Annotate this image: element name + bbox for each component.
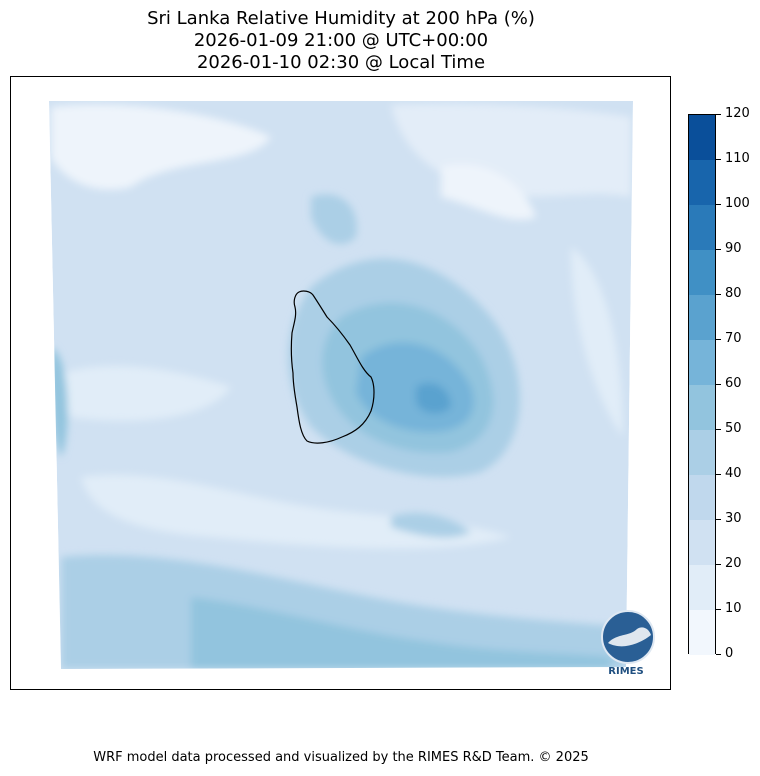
rimes-logo: RIMES	[601, 610, 655, 677]
colorbar-tick	[716, 653, 721, 655]
colorbar-tick	[716, 158, 721, 160]
colorbar-tick-label: 10	[725, 601, 742, 616]
colorbar-tick-label: 70	[725, 331, 742, 346]
colorbar-tick	[716, 518, 721, 520]
humidity-field	[49, 101, 633, 669]
colorbar-segment	[689, 295, 715, 340]
colorbar-tick-label: 90	[725, 241, 742, 256]
colorbar-tick	[716, 203, 721, 205]
colorbar-tick-label: 0	[725, 646, 734, 661]
colorbar-segment	[689, 385, 715, 430]
colorbar-tick-label: 120	[725, 106, 750, 121]
colorbar-tick-label: 30	[725, 511, 742, 526]
colorbar-tick-label: 20	[725, 556, 742, 571]
colorbar-tick	[716, 338, 721, 340]
colorbar-tick	[716, 563, 721, 565]
colorbar-segment	[689, 475, 715, 520]
colorbar-segment	[689, 610, 715, 655]
sri-lanka-outline	[290, 290, 375, 444]
colorbar-segment	[689, 205, 715, 250]
map-title-line-2: 2026-01-09 21:00 @ UTC+00:00	[193, 30, 489, 51]
colorbar-tick	[716, 113, 721, 115]
colorbar-tick	[716, 473, 721, 475]
colorbar-tick-label: 110	[725, 151, 750, 166]
map-frame: RIMES	[10, 76, 671, 690]
colorbar-segment	[689, 340, 715, 385]
colorbar-segment	[689, 115, 715, 160]
colorbar-segment	[689, 520, 715, 565]
colorbar-tick	[716, 428, 721, 430]
footer-credit: WRF model data processed and visualized …	[93, 750, 589, 765]
colorbar-segment	[689, 565, 715, 610]
colorbar-segment	[689, 250, 715, 295]
colorbar-tick-label: 50	[725, 421, 742, 436]
colorbar-tick	[716, 608, 721, 610]
colorbar-tick	[716, 383, 721, 385]
colorbar-segment	[689, 430, 715, 475]
colorbar-segment	[689, 160, 715, 205]
map-title-line-3: 2026-01-10 02:30 @ Local Time	[196, 52, 486, 73]
colorbar-tick	[716, 293, 721, 295]
humidity-map: RIMES	[49, 101, 655, 677]
colorbar-tick-label: 60	[725, 376, 742, 391]
colorbar	[688, 114, 716, 655]
map-title-line-1: Sri Lanka Relative Humidity at 200 hPa (…	[147, 8, 535, 29]
logo-text: RIMES	[608, 666, 643, 677]
colorbar-tick-label: 100	[725, 196, 750, 211]
colorbar-tick	[716, 248, 721, 250]
colorbar-tick-label: 80	[725, 286, 742, 301]
colorbar-tick-label: 40	[725, 466, 742, 481]
